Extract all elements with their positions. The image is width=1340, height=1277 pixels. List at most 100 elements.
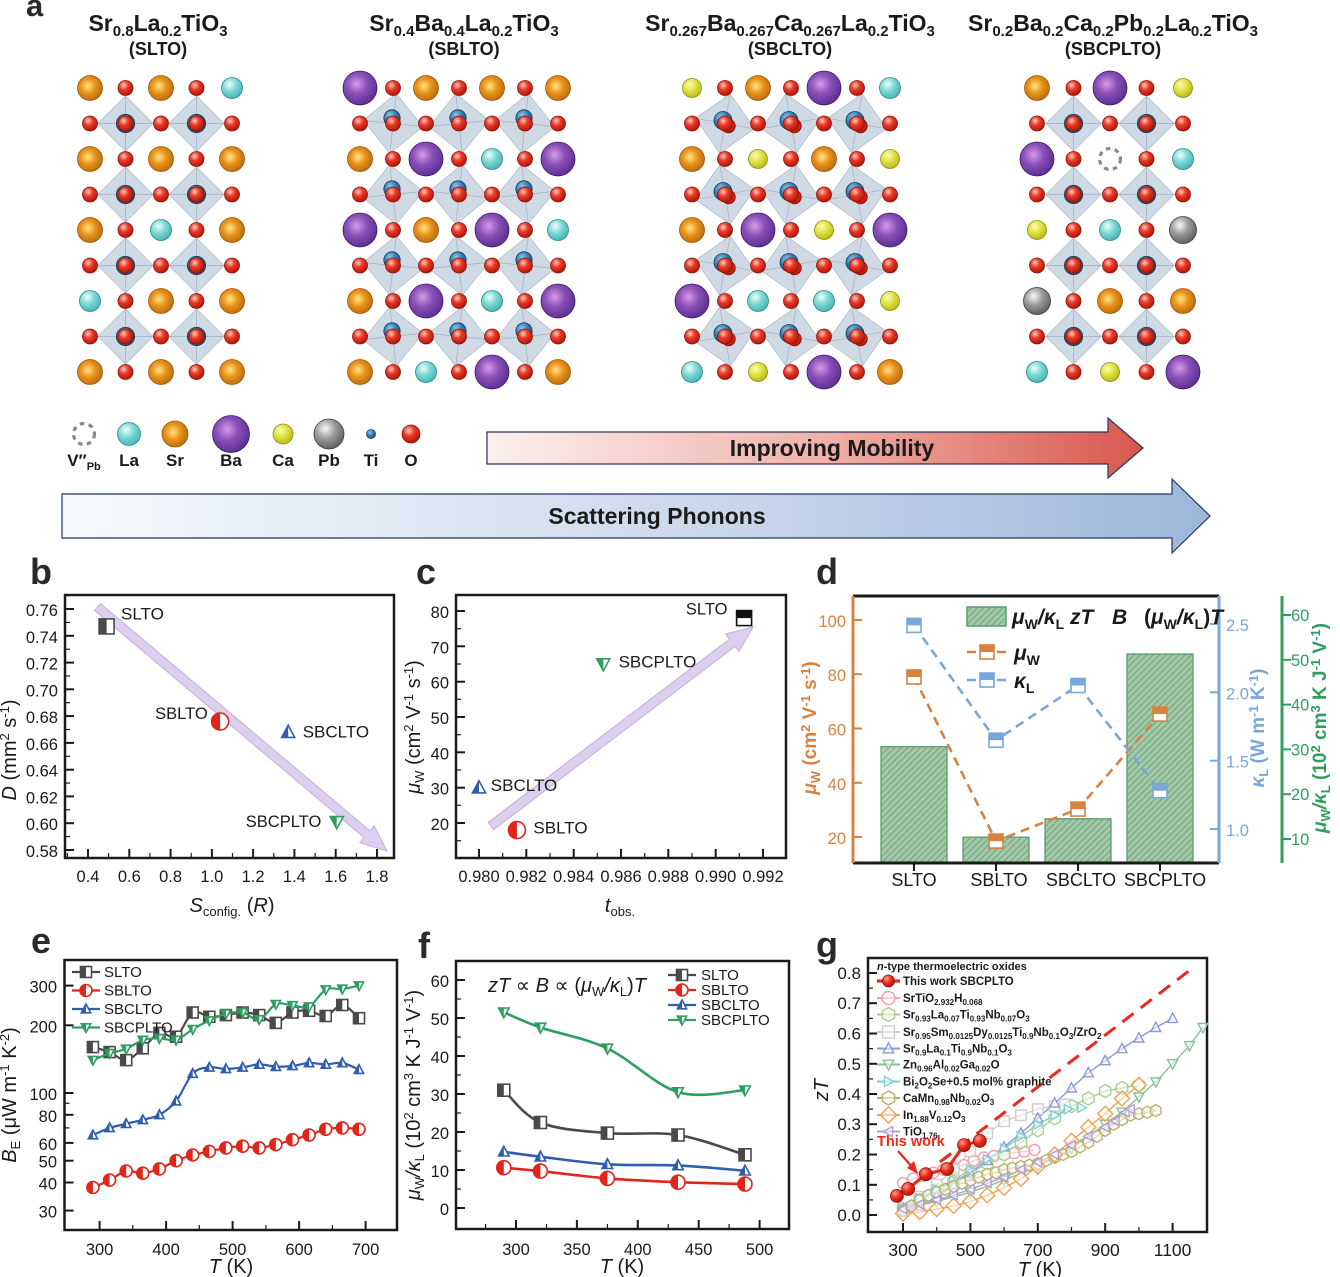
svg-text:60: 60: [431, 973, 449, 991]
svg-text:0.74: 0.74: [26, 629, 58, 647]
svg-text:0: 0: [440, 1201, 449, 1219]
svg-text:Pb: Pb: [318, 451, 340, 470]
svg-text:0.5: 0.5: [837, 1055, 861, 1074]
svg-text:SLTO: SLTO: [686, 601, 728, 619]
svg-text:50: 50: [431, 1011, 449, 1029]
svg-text:Sr0.4Ba0.4La0.2TiO3: Sr0.4Ba0.4La0.2TiO3: [369, 10, 558, 40]
svg-text:B: B: [1112, 606, 1127, 629]
svg-text:V″Pb: V″Pb: [67, 451, 101, 473]
svg-text:500: 500: [746, 1241, 774, 1259]
svg-text:0.8: 0.8: [837, 964, 861, 983]
svg-text:zT ∝ B ∝ (μW/κL)T: zT ∝ B ∝ (μW/κL)T: [487, 975, 648, 999]
svg-text:60: 60: [828, 722, 846, 740]
svg-text:Sr0.95Sm0.0125Dy0.0125Ti0.9Nb0: Sr0.95Sm0.0125Dy0.0125Ti0.9Nb0.1O3/ZrO2: [903, 1027, 1102, 1041]
svg-text:d: d: [816, 551, 838, 592]
svg-text:0.992: 0.992: [742, 868, 783, 886]
svg-text:SBCPLTO: SBCPLTO: [619, 653, 697, 672]
svg-text:Sr0.8La0.2TiO3: Sr0.8La0.2TiO3: [88, 10, 227, 40]
svg-text:Ca: Ca: [272, 451, 294, 470]
svg-text:μW (cm2 V-1 s-1): μW (cm2 V-1 s-1): [798, 661, 823, 795]
svg-text:0.7: 0.7: [837, 994, 861, 1013]
svg-text:SLTO: SLTO: [701, 967, 739, 984]
svg-text:80: 80: [431, 604, 449, 622]
svg-text:g: g: [816, 924, 838, 965]
svg-text:0.1: 0.1: [837, 1176, 861, 1195]
svg-text:1.6: 1.6: [324, 868, 347, 886]
svg-text:tobs.: tobs.: [605, 895, 635, 919]
svg-text:0.986: 0.986: [600, 868, 641, 886]
svg-text:In1.88V0.12O3: In1.88V0.12O3: [903, 1110, 966, 1124]
svg-text:D (mm2 s-1): D (mm2 s-1): [0, 699, 21, 800]
svg-text:Scattering Phonons: Scattering Phonons: [548, 503, 765, 529]
svg-text:0.980: 0.980: [458, 868, 499, 886]
svg-text:T (K): T (K): [1018, 1259, 1062, 1277]
svg-text:SBLTO: SBLTO: [970, 870, 1027, 890]
svg-text:This work SBCPLTO: This work SBCPLTO: [903, 976, 1014, 988]
svg-text:0.62: 0.62: [26, 789, 58, 807]
svg-text:300: 300: [888, 1240, 917, 1260]
svg-text:0.3: 0.3: [837, 1115, 861, 1134]
svg-text:10: 10: [1291, 831, 1309, 849]
svg-text:10: 10: [431, 1163, 449, 1181]
svg-text:1100: 1100: [1154, 1240, 1192, 1260]
svg-text:500: 500: [956, 1240, 985, 1260]
svg-text:SBCLTO: SBCLTO: [491, 776, 557, 795]
svg-text:TiO1.76: TiO1.76: [903, 1127, 938, 1141]
svg-text:b: b: [30, 551, 52, 592]
svg-text:SBLTO: SBLTO: [701, 982, 749, 999]
svg-text:SrTiO2.932H0.068: SrTiO2.932H0.068: [903, 993, 983, 1007]
svg-text:BE (μW m-1 K-2): BE (μW m-1 K-2): [0, 1027, 23, 1163]
svg-text:40: 40: [39, 1176, 57, 1194]
svg-text:CaMn0.98Nb0.02O3: CaMn0.98Nb0.02O3: [903, 1093, 995, 1107]
svg-text:SBLTO: SBLTO: [533, 819, 587, 838]
svg-text:0.6: 0.6: [118, 868, 141, 886]
svg-text:SBCPLTO: SBCPLTO: [104, 1020, 173, 1037]
svg-text:20: 20: [431, 1125, 449, 1143]
svg-text:n-type thermoelectric oxides: n-type thermoelectric oxides: [877, 961, 1027, 973]
svg-text:60: 60: [39, 1136, 57, 1154]
svg-text:SBCLTO: SBCLTO: [1046, 870, 1116, 890]
svg-text:SBCPLTO: SBCPLTO: [1124, 870, 1206, 890]
svg-text:40: 40: [1291, 697, 1309, 715]
svg-text:0.68: 0.68: [26, 709, 58, 727]
svg-text:SLTO: SLTO: [891, 870, 936, 890]
svg-text:300: 300: [86, 1241, 114, 1259]
svg-text:0.8: 0.8: [159, 868, 182, 886]
svg-text:350: 350: [563, 1241, 591, 1259]
svg-text:100: 100: [818, 613, 846, 631]
svg-text:40: 40: [828, 776, 846, 794]
svg-text:SLTO: SLTO: [104, 964, 142, 981]
svg-text:Sr: Sr: [166, 451, 184, 470]
svg-text:30: 30: [1291, 741, 1309, 759]
svg-text:300: 300: [502, 1241, 530, 1259]
svg-text:0.4: 0.4: [837, 1085, 861, 1104]
svg-text:450: 450: [685, 1241, 713, 1259]
svg-text:(SBCPLTO): (SBCPLTO): [1065, 39, 1161, 59]
svg-text:c: c: [416, 551, 436, 592]
svg-text:(μW/κL)T: (μW/κL)T: [1144, 606, 1225, 632]
svg-text:1.8: 1.8: [366, 868, 389, 886]
svg-text:30: 30: [39, 1204, 57, 1222]
svg-text:0.58: 0.58: [26, 843, 58, 861]
svg-text:200: 200: [29, 1018, 57, 1036]
svg-text:20: 20: [431, 816, 449, 834]
svg-text:κL: κL: [1014, 670, 1035, 696]
svg-text:SBCLTO: SBCLTO: [303, 723, 369, 742]
svg-text:La: La: [119, 451, 139, 470]
svg-text:zT: zT: [811, 1077, 833, 1102]
svg-text:2.5: 2.5: [1226, 617, 1249, 635]
svg-text:SBCPLTO: SBCPLTO: [701, 1012, 770, 1029]
svg-text:SBLTO: SBLTO: [155, 705, 208, 723]
svg-text:Bi2O2Se+0.5 mol% graphite: Bi2O2Se+0.5 mol% graphite: [903, 1077, 1052, 1091]
svg-text:70: 70: [431, 639, 449, 657]
svg-text:0.6: 0.6: [837, 1025, 861, 1044]
svg-text:μW: μW: [1013, 642, 1041, 668]
svg-text:20: 20: [828, 830, 846, 848]
svg-text:400: 400: [624, 1241, 652, 1259]
svg-text:100: 100: [29, 1086, 57, 1104]
svg-text:0.64: 0.64: [26, 763, 58, 781]
svg-text:30: 30: [431, 781, 449, 799]
svg-text:50: 50: [431, 710, 449, 728]
svg-text:This work: This work: [877, 1134, 946, 1150]
svg-text:Sconfig. (R): Sconfig. (R): [190, 895, 275, 919]
